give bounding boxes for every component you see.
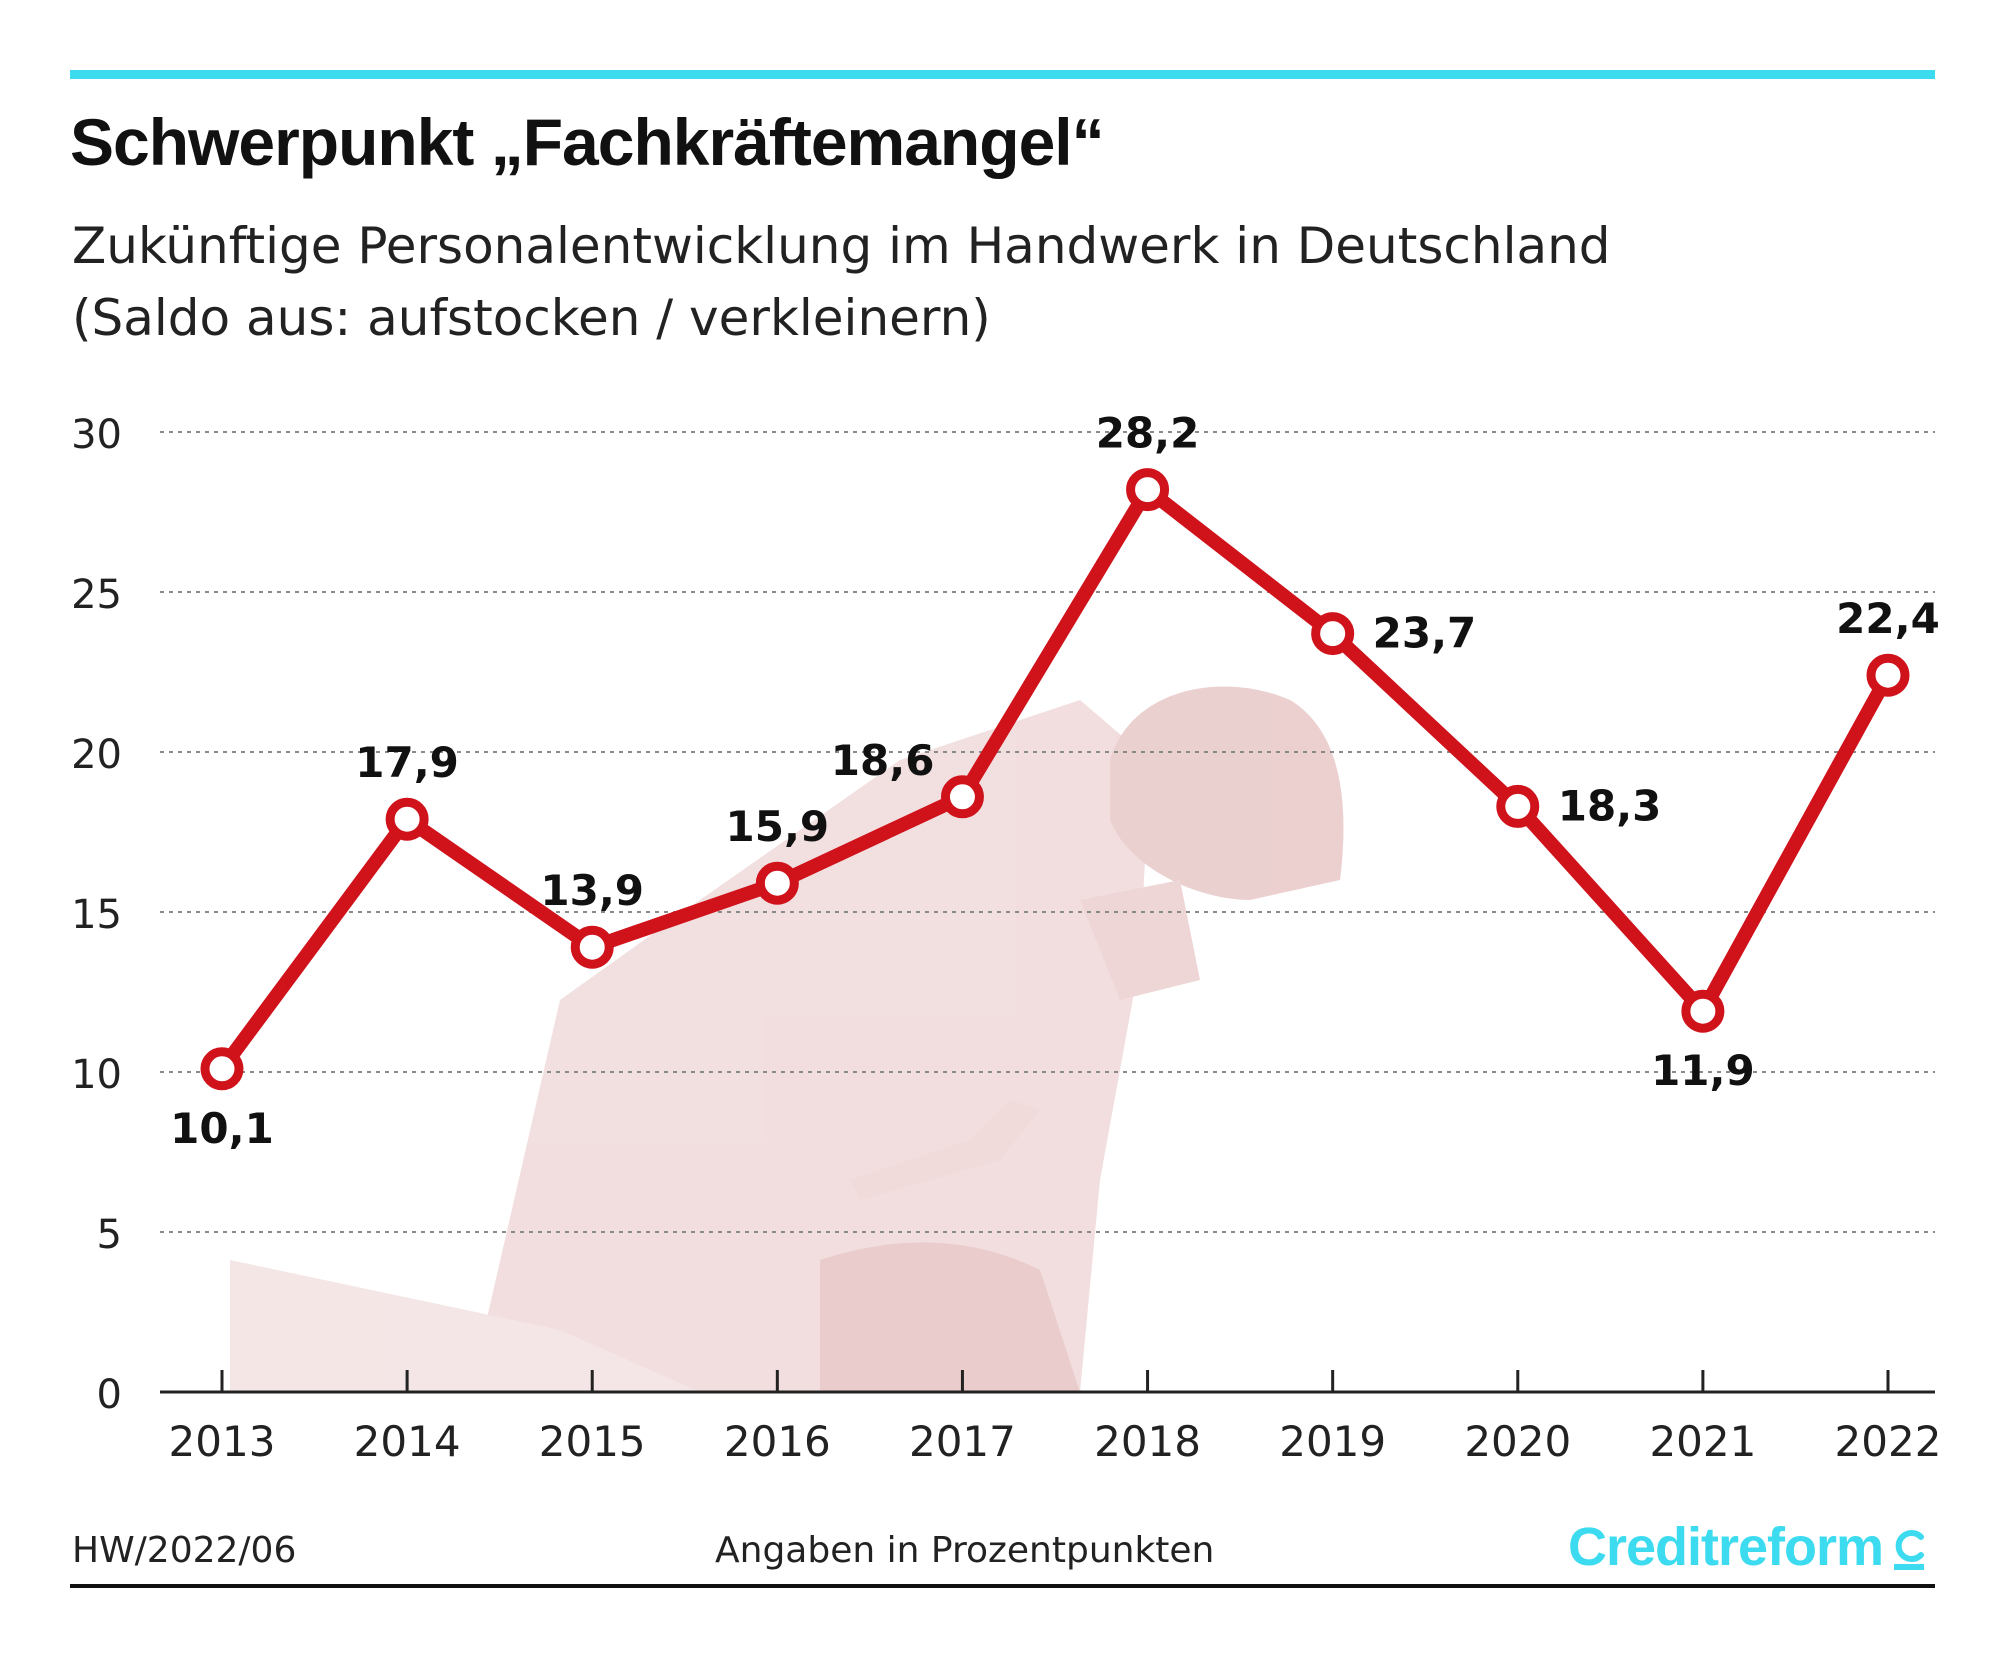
data-point [200,1047,244,1091]
y-tick-label: 15 [71,892,122,938]
y-tick-label: 0 [97,1372,122,1418]
wooden-beam-shape [230,1260,700,1392]
data-label: 23,7 [1373,609,1477,658]
top-accent-rule [70,70,1935,79]
data-label: 22,4 [1836,594,1940,643]
face-shape [1080,880,1200,1000]
x-tick-label: 2015 [539,1417,646,1466]
worker-body-shape [470,700,1150,1392]
hose-shape [850,1100,1040,1200]
data-point [1311,612,1355,656]
data-label: 15,9 [726,802,830,851]
data-point [1681,989,1725,1033]
x-tick-label: 2020 [1464,1417,1571,1466]
subtitle-line-2: (Saldo aus: aufstocken / verkleinern) [72,289,991,347]
series-line [215,482,1895,1076]
data-point [755,861,799,905]
data-label: 17,9 [355,738,459,787]
x-tick-label: 2022 [1835,1417,1942,1466]
data-label: 10,1 [170,1104,274,1153]
data-point [1866,653,1910,697]
hands-tool-shape [820,1242,1080,1392]
data-label: 13,9 [540,866,644,915]
data-point [1126,468,1170,512]
x-tick-label: 2016 [724,1417,831,1466]
data-label: 11,9 [1651,1046,1755,1095]
x-tick-label: 2018 [1094,1417,1201,1466]
y-tick-label: 30 [71,412,122,458]
data-label: 28,2 [1096,409,1200,458]
y-tick-label: 25 [71,572,122,618]
data-point [385,797,429,841]
chart-subtitle: Zukünftige Personalentwicklung im Handwe… [72,210,1822,354]
data-point [940,775,984,819]
unit-note: Angaben in Prozentpunkten [715,1530,1215,1571]
y-tick-label: 20 [71,732,122,778]
y-tick-label: 10 [71,1052,122,1098]
source-code: HW/2022/06 [72,1530,297,1571]
chart-title: Schwerpunkt „Fachkräftemangel“ [70,105,1105,179]
x-tick-label: 2014 [354,1417,461,1466]
data-point [570,925,614,969]
creditreform-logo: Creditreform [1568,1516,1927,1578]
background-photo [230,686,1344,1392]
x-tick-label: 2021 [1649,1417,1756,1466]
data-point [1496,784,1540,828]
y-tick-label: 5 [97,1212,122,1258]
data-label: 18,6 [831,736,935,785]
x-tick-label: 2017 [909,1417,1016,1466]
helmet-shape [1110,686,1344,900]
bottom-rule [70,1584,1935,1588]
x-tick-label: 2013 [169,1417,276,1466]
data-label: 18,3 [1558,781,1662,830]
subtitle-line-1: Zukünftige Personalentwicklung im Handwe… [72,217,1611,275]
x-tick-label: 2019 [1279,1417,1386,1466]
creditreform-c-icon [1894,1530,1925,1570]
logo-wordmark: Creditreform [1568,1517,1884,1577]
